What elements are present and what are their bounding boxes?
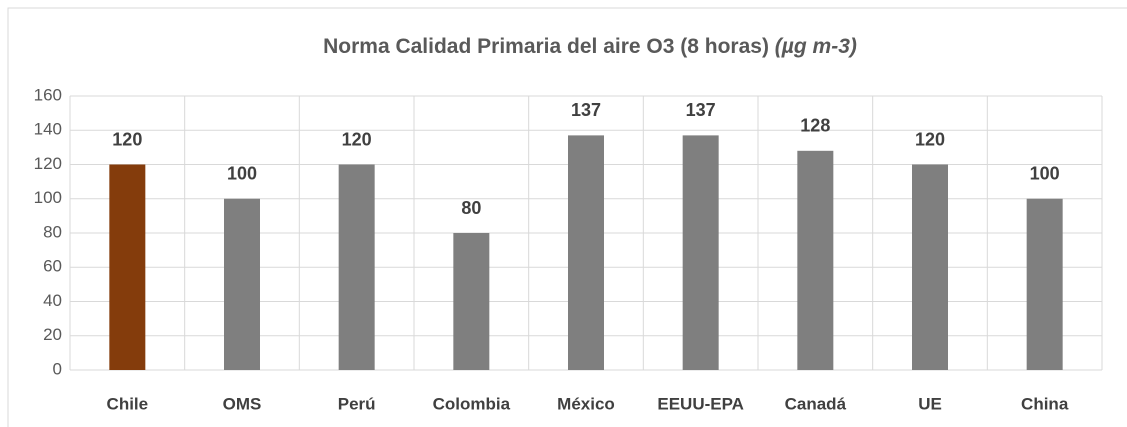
x-tick-label: Perú — [338, 394, 376, 413]
data-label: 120 — [915, 129, 945, 149]
x-tick-label: Colombia — [433, 394, 511, 413]
bar — [568, 135, 604, 370]
data-label: 120 — [112, 129, 142, 149]
title-main: Norma Calidad Primaria del aire O3 (8 ho… — [323, 35, 769, 58]
x-tick-label: Chile — [107, 394, 149, 413]
bar — [453, 233, 490, 370]
data-label: 80 — [461, 198, 481, 218]
y-tick-label: 0 — [53, 359, 62, 378]
bar — [338, 164, 375, 370]
y-tick-label: 100 — [34, 188, 62, 207]
data-label: 128 — [800, 116, 830, 136]
y-tick-label: 120 — [34, 154, 62, 173]
bar — [797, 150, 834, 370]
y-tick-label: 60 — [43, 257, 62, 276]
x-tick-label: Canadá — [785, 394, 847, 413]
data-label: 120 — [342, 129, 372, 149]
chart-title: Norma Calidad Primaria del aire O3 (8 ho… — [323, 35, 857, 58]
x-tick-label: EEUU-EPA — [657, 394, 744, 413]
y-tick-label: 40 — [43, 291, 62, 310]
bar — [224, 198, 260, 370]
x-tick-label: UE — [918, 394, 942, 413]
x-tick-label: China — [1021, 394, 1069, 413]
y-tick-label: 160 — [34, 85, 62, 104]
bar — [912, 164, 948, 370]
bar — [1026, 198, 1063, 370]
x-tick-label: OMS — [223, 394, 262, 413]
y-tick-label: 20 — [43, 325, 62, 344]
chart-border — [7, 7, 1127, 427]
title-units: (µg m-3) — [775, 35, 857, 58]
data-label: 137 — [571, 100, 601, 120]
x-tick-label: México — [557, 394, 615, 413]
data-label: 100 — [227, 164, 257, 184]
bar — [682, 135, 719, 370]
data-label: 100 — [1030, 164, 1060, 184]
bar — [109, 164, 146, 370]
y-tick-label: 140 — [34, 120, 62, 139]
data-label: 137 — [686, 100, 716, 120]
y-tick-label: 80 — [43, 222, 62, 241]
